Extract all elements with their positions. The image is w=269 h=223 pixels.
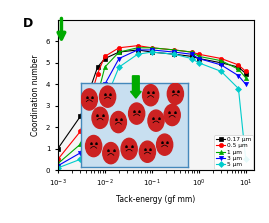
5 μm xyxy=(220,70,223,73)
1 μm xyxy=(96,94,99,96)
Circle shape xyxy=(139,141,155,162)
1 μm xyxy=(117,51,121,54)
Y-axis label: Coordination number: Coordination number xyxy=(31,54,40,136)
1 μm xyxy=(197,55,200,58)
Circle shape xyxy=(167,83,183,104)
Circle shape xyxy=(129,103,145,124)
0.17 μm xyxy=(117,51,121,54)
3 μm xyxy=(244,83,247,86)
1 μm xyxy=(244,76,247,79)
Text: D: D xyxy=(23,17,33,30)
1 μm xyxy=(150,46,153,49)
3 μm xyxy=(136,49,139,51)
Line: 0.5 μm: 0.5 μm xyxy=(56,43,248,161)
3 μm xyxy=(150,49,153,51)
Line: 5 μm: 5 μm xyxy=(56,50,248,170)
1 μm xyxy=(237,68,240,70)
5 μm xyxy=(136,53,139,56)
Circle shape xyxy=(103,142,119,164)
Circle shape xyxy=(157,134,173,155)
1 μm xyxy=(173,49,176,51)
X-axis label: Tack-energy (gf mm): Tack-energy (gf mm) xyxy=(116,194,196,204)
0.17 μm xyxy=(96,66,99,68)
0.17 μm xyxy=(150,51,153,54)
Circle shape xyxy=(100,86,116,107)
Circle shape xyxy=(164,104,180,126)
5 μm xyxy=(96,130,99,133)
5 μm xyxy=(197,62,200,64)
0.5 μm xyxy=(79,130,82,133)
0.5 μm xyxy=(173,49,176,51)
3 μm xyxy=(220,64,223,66)
Line: 1 μm: 1 μm xyxy=(56,46,248,166)
3 μm xyxy=(197,57,200,60)
0.5 μm xyxy=(117,46,121,49)
Circle shape xyxy=(121,138,137,159)
Circle shape xyxy=(110,112,126,133)
0.5 μm xyxy=(96,72,99,75)
Legend: 0.17 μm, 0.5 μm, 1 μm, 3 μm, 5 μm: 0.17 μm, 0.5 μm, 1 μm, 3 μm, 5 μm xyxy=(214,135,253,169)
0.17 μm xyxy=(56,147,59,150)
5 μm xyxy=(103,100,107,103)
5 μm xyxy=(237,87,240,90)
0.17 μm xyxy=(103,57,107,60)
5 μm xyxy=(56,167,59,169)
5 μm xyxy=(79,158,82,161)
1 μm xyxy=(56,162,59,165)
1 μm xyxy=(79,143,82,146)
3 μm xyxy=(103,83,107,86)
5 μm xyxy=(150,51,153,54)
Circle shape xyxy=(86,135,102,157)
3 μm xyxy=(173,51,176,54)
0.17 μm xyxy=(173,53,176,56)
Line: 0.17 μm: 0.17 μm xyxy=(56,48,248,151)
Circle shape xyxy=(143,85,159,106)
0.5 μm xyxy=(190,51,193,54)
5 μm xyxy=(190,57,193,60)
0.5 μm xyxy=(150,46,153,49)
0.5 μm xyxy=(103,55,107,58)
3 μm xyxy=(117,57,121,60)
0.5 μm xyxy=(220,57,223,60)
5 μm xyxy=(244,158,247,161)
3 μm xyxy=(96,115,99,118)
1 μm xyxy=(220,59,223,62)
1 μm xyxy=(103,66,107,68)
Circle shape xyxy=(81,89,97,110)
3 μm xyxy=(56,164,59,167)
5 μm xyxy=(173,53,176,56)
0.17 μm xyxy=(197,57,200,60)
0.5 μm xyxy=(197,53,200,56)
0.5 μm xyxy=(56,158,59,161)
0.17 μm xyxy=(237,66,240,68)
0.17 μm xyxy=(136,49,139,51)
3 μm xyxy=(79,152,82,154)
3 μm xyxy=(190,53,193,56)
0.5 μm xyxy=(136,44,139,47)
Circle shape xyxy=(148,110,164,131)
Line: 3 μm: 3 μm xyxy=(56,48,248,168)
1 μm xyxy=(190,51,193,54)
0.17 μm xyxy=(244,72,247,75)
0.17 μm xyxy=(79,115,82,118)
0.5 μm xyxy=(244,70,247,73)
5 μm xyxy=(117,66,121,68)
0.17 μm xyxy=(190,55,193,58)
1 μm xyxy=(136,46,139,49)
0.5 μm xyxy=(237,64,240,66)
3 μm xyxy=(237,74,240,77)
0.17 μm xyxy=(220,62,223,64)
Circle shape xyxy=(92,107,108,128)
